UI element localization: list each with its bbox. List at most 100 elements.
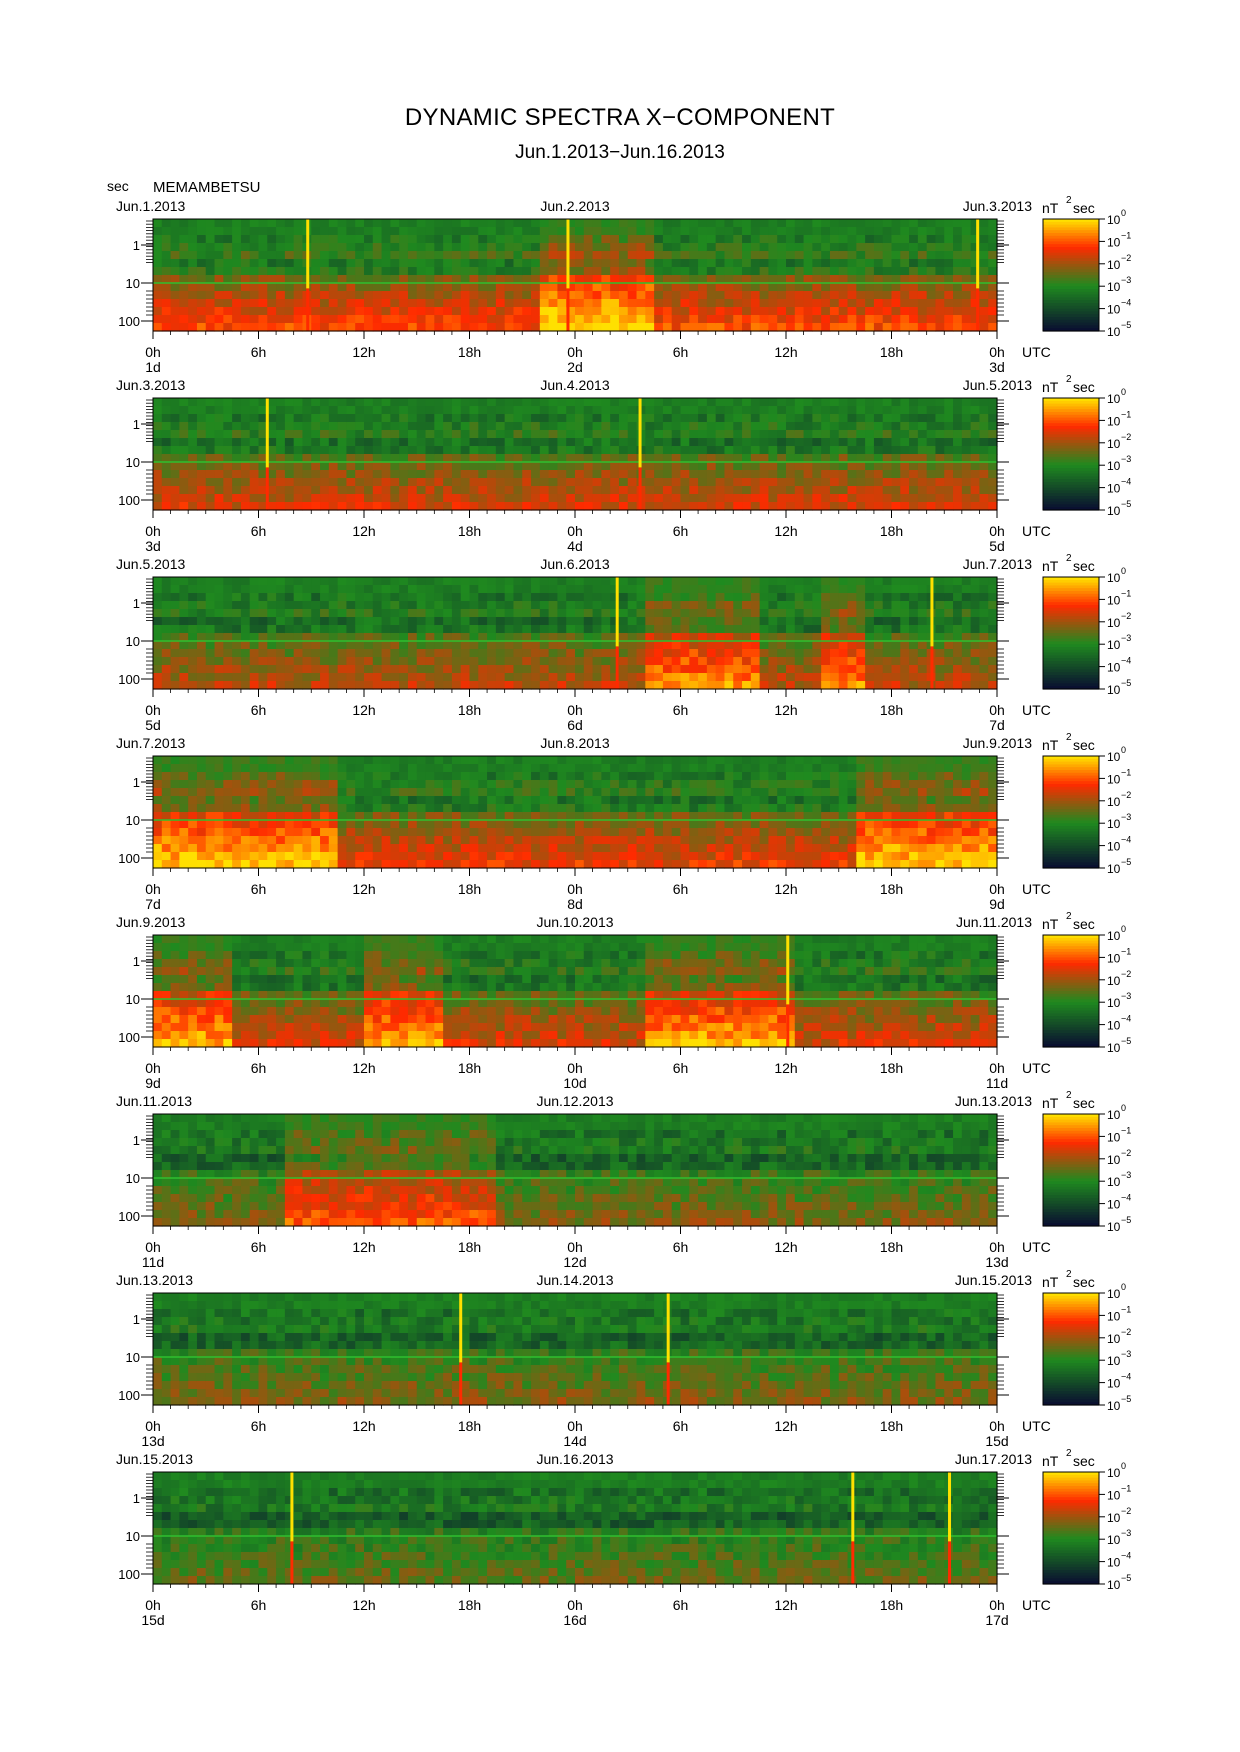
spectrogram-cell [794,462,805,471]
spectrogram-cell [654,275,664,284]
spectrogram-cell [566,446,576,455]
spectrogram-cell [601,470,611,479]
spectrogram-cell [610,470,620,479]
spectrogram-cell [768,283,778,292]
spectrogram-cell [777,446,787,455]
spectrogram-cell [706,617,717,626]
spectrogram-cell [601,299,611,308]
spectrogram-cell [170,243,180,252]
spectrogram-cell [284,788,295,797]
spectrogram-cell [566,486,576,495]
spectrogram-cell [451,291,462,300]
spectrogram-cell [267,243,277,252]
spectrogram-cell [557,438,567,447]
colorbar-band [1043,649,1099,654]
spectrogram-cell [539,267,550,276]
spectrogram-cell [618,593,629,602]
spectrogram-cell [838,323,849,332]
spectrogram-cell [724,593,734,602]
spectrogram-cell [214,315,224,324]
spectrogram-cell [970,657,981,666]
spectrogram-cell [196,275,207,284]
spectrogram-cell [425,633,435,642]
spectrogram-cell [522,430,532,439]
spectrogram-cell [777,633,787,642]
spectrogram-cell [390,243,400,252]
spectrogram-cell [610,307,620,316]
spectrogram-cell [399,486,409,495]
spectrogram-cell [847,430,857,439]
spectrogram-cell [302,494,312,503]
spectrogram-cell [504,446,515,455]
spectrogram-cell [742,227,752,236]
spectrogram-cell [284,235,295,244]
spectrogram-cell [698,641,708,650]
spectrogram-cell [179,267,189,276]
spectrogram-cell [768,227,778,236]
spectrogram-cell [460,406,471,415]
spectrogram-cell [478,446,488,455]
spectrogram-cell [293,470,304,479]
spectrogram-cell [478,422,488,431]
spectrogram-cell [847,275,857,284]
spectrogram-cell [487,446,497,455]
spectrogram-cell [284,609,295,618]
spectrogram-cell [829,275,840,284]
spectrogram-cell [223,275,233,284]
spectrogram-cell [618,486,629,495]
spectrogram-cell [355,227,365,236]
spectrogram-cell [794,323,805,332]
spectrogram-cell [531,649,541,658]
spectrogram-cell [293,788,304,797]
spectrogram-cell [205,251,216,260]
spectrogram-cell [601,406,611,415]
spectrogram-cell [979,315,989,324]
colorbar-band [1043,227,1099,231]
spectrogram-cell [504,267,515,276]
spectrogram-cell [161,219,172,228]
spectrogram-cell [909,486,919,495]
spectrogram-cell [900,307,910,316]
colorbar-band [1043,275,1099,279]
spectrogram-cell [205,665,216,674]
spectrogram-cell [803,299,813,308]
spectrogram-cell [662,625,673,634]
spectrogram-cell [988,406,998,415]
spectrogram-cell [715,259,726,268]
spectrogram-cell [504,315,515,324]
spectrogram-cell [284,406,295,415]
x-tick-label: 12h [774,523,797,539]
spectrogram-cell [917,502,928,511]
spectrogram-cell [654,462,664,471]
spectrogram-cell [407,307,418,316]
spectrogram-cell [469,259,479,268]
spectrogram-cell [601,494,611,503]
spectrogram-cell [161,657,172,666]
spectrogram-cell [478,323,488,332]
spectrogram-cell [293,681,304,690]
colorbar-band [1043,261,1099,265]
spectrogram-cell [706,462,717,471]
spectral-spike-tail [976,288,980,331]
spectrogram-cell [284,478,295,487]
spectrogram-cell [618,414,629,423]
spectrogram-cell [891,315,901,324]
spectrogram-cell [284,502,295,511]
spectrogram-cell [170,414,180,423]
spectrogram-cell [917,275,928,284]
spectrogram-cell [276,820,286,829]
spectrogram-cell [575,219,585,228]
colorbar-band [1043,619,1099,623]
spectrogram-cell [539,585,550,594]
spectrogram-cell [733,593,743,602]
colorbar-tick-exp: −1 [1121,230,1131,240]
spectrogram-cell [328,625,339,634]
y-tick-label: 100 [118,672,140,687]
spectrogram-cell [311,844,321,853]
spectrogram-cell [891,585,901,594]
spectrogram-cell [988,593,998,602]
spectrogram-cell [196,323,207,332]
spectrogram-cell [891,633,901,642]
spectrogram-cell [276,844,286,853]
